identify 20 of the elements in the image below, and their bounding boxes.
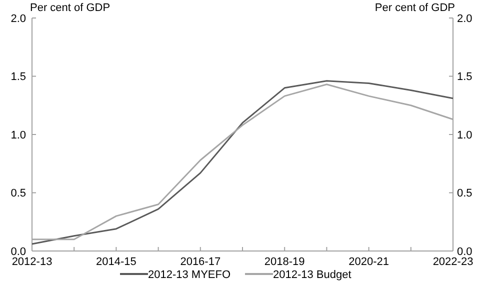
x-tick-label: 2020-21 <box>348 256 389 268</box>
y-tick-label: 2.0 <box>10 12 26 25</box>
y2-tick-label: 0.0 <box>457 246 472 258</box>
y2-axis-title: Per cent of GDP <box>374 2 455 14</box>
legend-label: 2012-13 MYEFO <box>148 268 231 281</box>
x-tick-label: 2022-23 <box>432 256 474 268</box>
legend-label: 2012-13 Budget <box>273 268 352 281</box>
y2-tick-label: 2.0 <box>457 12 472 25</box>
y-tick-label: 1.5 <box>10 71 26 84</box>
y-tick-label: 1.0 <box>10 129 26 142</box>
y-tick-label: 0.5 <box>10 188 26 200</box>
x-tick-label: 2012-13 <box>12 256 52 268</box>
y2-tick-label: 1.0 <box>457 129 472 142</box>
x-tick-label: 2014-15 <box>96 256 136 268</box>
x-tick-label: 2018-19 <box>264 256 305 268</box>
y2-tick-label: 1.5 <box>457 71 472 84</box>
y2-tick-label: 0.5 <box>457 188 472 200</box>
x-tick-label: 2016-17 <box>180 256 221 268</box>
y-axis-title: Per cent of GDP <box>30 2 110 14</box>
y-tick-label: 0.0 <box>10 246 26 258</box>
